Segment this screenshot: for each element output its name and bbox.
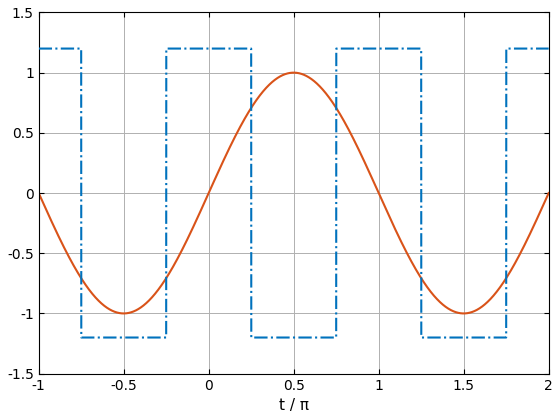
X-axis label: t / π: t / π <box>279 398 309 413</box>
